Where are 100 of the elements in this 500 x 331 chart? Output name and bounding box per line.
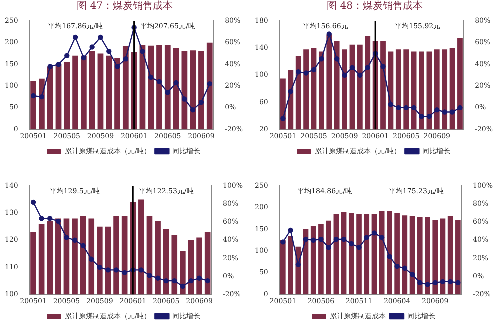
- point: [182, 96, 188, 102]
- bar: [326, 220, 332, 295]
- point: [356, 245, 362, 250]
- point: [147, 273, 152, 278]
- bar: [303, 230, 309, 295]
- point: [434, 107, 440, 113]
- point: [138, 268, 144, 273]
- point: [410, 272, 416, 278]
- point: [432, 280, 438, 286]
- point: [97, 264, 103, 270]
- point: [155, 276, 161, 281]
- point: [123, 56, 129, 62]
- point: [442, 110, 448, 115]
- point: [334, 236, 340, 242]
- bar: [80, 56, 87, 130]
- point: [372, 230, 378, 236]
- point: [388, 102, 394, 108]
- point: [280, 240, 286, 245]
- bar: [89, 52, 96, 130]
- point: [39, 94, 45, 100]
- bar: [387, 211, 392, 295]
- bar: [56, 64, 62, 130]
- bar: [98, 54, 104, 130]
- point: [114, 268, 120, 273]
- point: [440, 279, 446, 285]
- point: [387, 254, 392, 260]
- point: [319, 56, 324, 62]
- point: [342, 72, 348, 78]
- point: [98, 34, 104, 40]
- point: [48, 64, 53, 70]
- point: [140, 48, 146, 54]
- bar: [348, 213, 354, 295]
- bar: [456, 220, 461, 295]
- point: [364, 235, 370, 240]
- bar: [417, 217, 423, 295]
- bar: [122, 46, 129, 130]
- bar: [156, 45, 162, 130]
- bar: [148, 46, 154, 130]
- point: [334, 56, 340, 62]
- bar: [206, 42, 213, 130]
- point: [156, 79, 162, 85]
- point: [30, 200, 36, 206]
- point: [296, 262, 301, 268]
- chart-title: 图 47：煤炭销售成本: [76, 0, 174, 14]
- point: [56, 218, 62, 224]
- bar: [164, 45, 171, 130]
- point: [81, 55, 87, 61]
- bar: [341, 212, 347, 295]
- point: [174, 80, 179, 86]
- point: [165, 90, 170, 96]
- point: [418, 280, 423, 286]
- point: [122, 270, 128, 276]
- bar: [432, 220, 438, 295]
- point: [80, 243, 86, 248]
- point: [106, 268, 111, 273]
- point: [190, 107, 196, 113]
- bar: [372, 214, 378, 295]
- point: [196, 276, 202, 281]
- point: [72, 238, 78, 243]
- point: [426, 114, 432, 120]
- point: [456, 280, 461, 286]
- bar: [280, 240, 286, 295]
- bar: [47, 66, 54, 130]
- bar: [356, 214, 362, 295]
- point: [394, 264, 400, 270]
- point: [56, 62, 62, 68]
- point: [30, 93, 36, 99]
- point: [365, 65, 370, 70]
- bar: [64, 62, 70, 130]
- point: [148, 74, 154, 80]
- point: [90, 44, 95, 50]
- bar: [402, 216, 408, 295]
- point: [164, 278, 169, 284]
- bar: [334, 214, 340, 295]
- point: [172, 278, 178, 284]
- point: [318, 236, 324, 242]
- point: [425, 282, 430, 288]
- bar: [440, 218, 446, 295]
- point: [114, 64, 120, 70]
- point: [207, 81, 212, 87]
- bar: [410, 216, 416, 295]
- bar: [114, 58, 120, 130]
- bar: [39, 78, 45, 130]
- bar: [310, 226, 316, 295]
- bar: [288, 236, 294, 295]
- point: [303, 236, 309, 242]
- point: [64, 235, 70, 240]
- point: [288, 89, 294, 94]
- point: [205, 278, 210, 284]
- bar: [425, 217, 430, 295]
- bar: [72, 56, 78, 130]
- point: [380, 64, 386, 70]
- point: [326, 245, 332, 250]
- point: [341, 236, 347, 242]
- bar: [318, 224, 324, 295]
- bar: [30, 81, 36, 130]
- chart-title: 图 48：煤炭销售成本: [326, 0, 424, 14]
- bar: [106, 56, 112, 130]
- point: [458, 105, 463, 111]
- point: [288, 228, 294, 234]
